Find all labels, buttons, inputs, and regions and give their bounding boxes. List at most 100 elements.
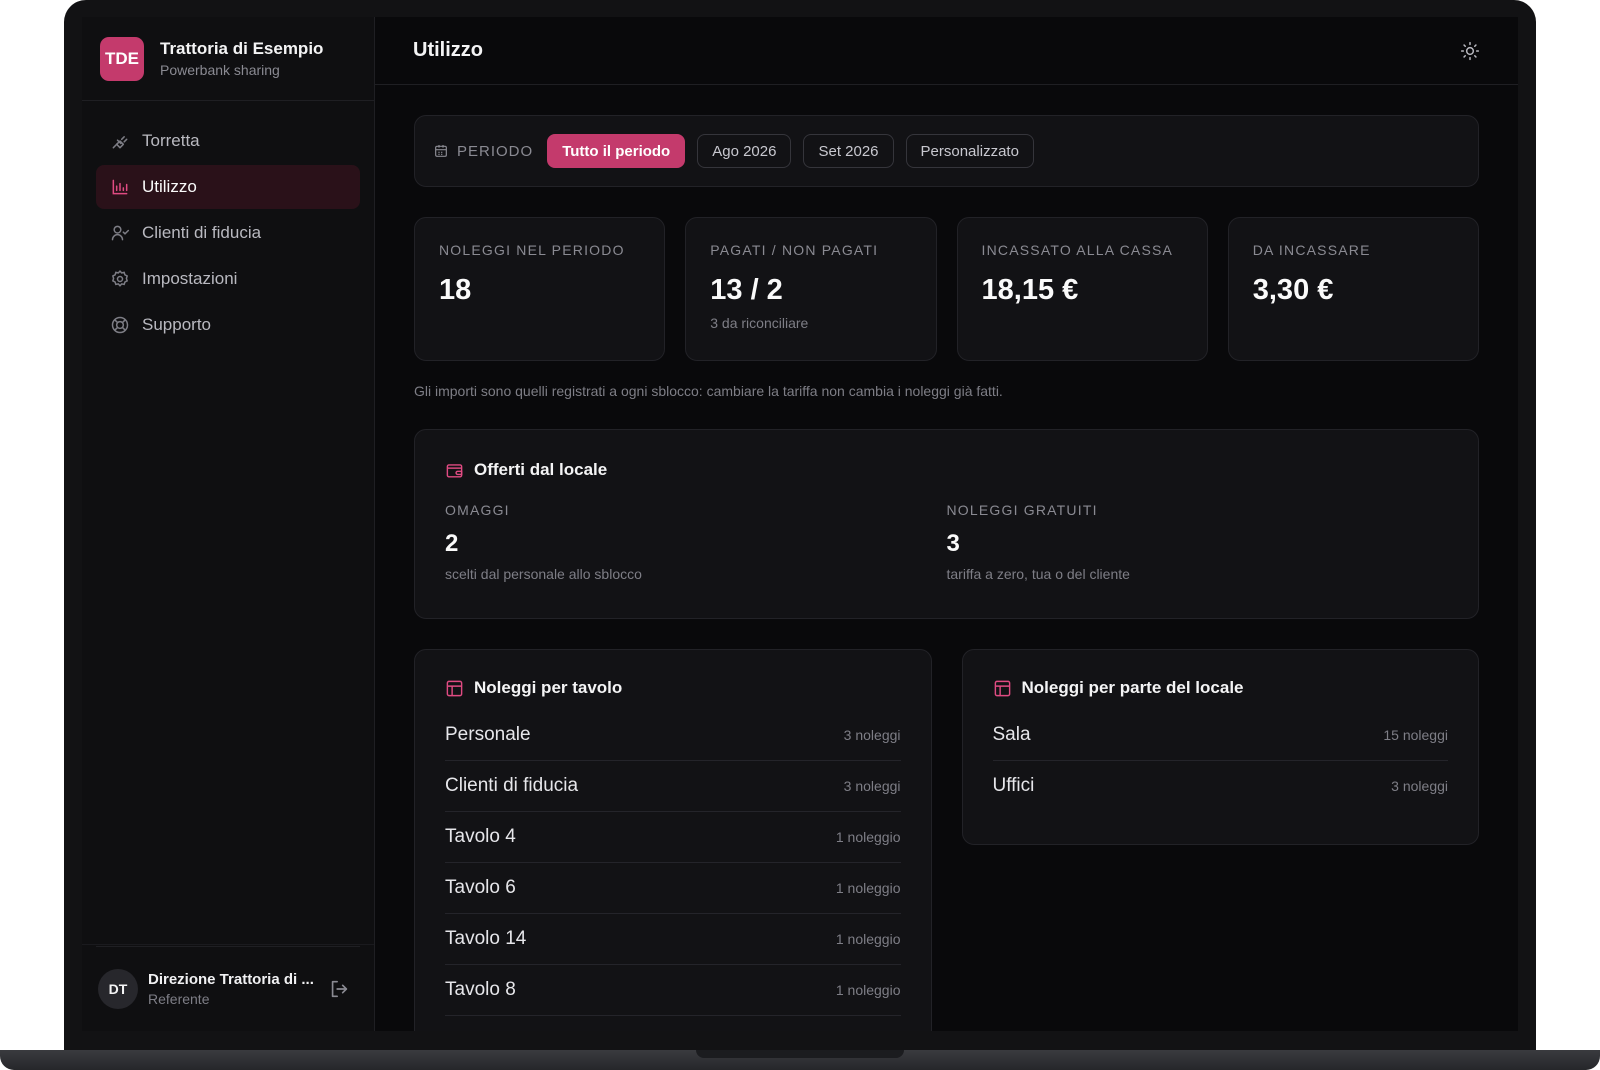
sidebar-item-label: Supporto [142, 315, 211, 334]
list-item: Tavolo 8 1 noleggio [445, 965, 901, 1016]
user-check-icon [111, 225, 130, 241]
page-content: PERIODO Tutto il periodo Ago 2026 Set 20… [375, 85, 1518, 1031]
offer-value: 3 [946, 530, 960, 557]
stat-value: 13 / 2 [710, 274, 783, 306]
row-name: Clienti di fiducia [445, 775, 579, 796]
stat-label: PAGATI / NON PAGATI [710, 242, 879, 258]
period-chip-all[interactable]: Tutto il periodo [547, 134, 686, 168]
stat-card-to-collect: DA INCASSARE 3,30 € [1227, 217, 1479, 361]
period-filter: PERIODO Tutto il periodo Ago 2026 Set 20… [414, 115, 1479, 187]
offers-grid: OMAGGI 2 scelti dal personale allo sbloc… [445, 502, 1448, 582]
rentals-by-area-card: Noleggi per parte del locale Sala 15 nole… [961, 649, 1479, 845]
stat-label: INCASSATO ALLA CASSA [981, 242, 1174, 258]
main-content: Utilizzo PERIODO Tutto il periodo Ago 20… [375, 17, 1518, 1031]
offer-subtext: tariffa a zero, tua o del cliente [946, 566, 1130, 582]
stats-row: NOLEGGI NEL PERIODO 18 PAGATI / NON PAGA… [414, 217, 1479, 361]
sidebar-item-utilizzo[interactable]: Utilizzo [96, 165, 360, 209]
wallet-icon [446, 463, 463, 478]
sidebar: TDE Trattoria di Esempio Powerbank shari… [82, 17, 375, 1031]
offer-value: 2 [445, 530, 459, 557]
sidebar-item-impostazioni[interactable]: Impostazioni [96, 257, 360, 301]
amounts-note: Gli importi sono quelli registrati a ogn… [414, 383, 1003, 399]
period-chip-aug-2026[interactable]: Ago 2026 [697, 134, 792, 168]
table-icon [446, 680, 463, 696]
page-title: Utilizzo [413, 39, 483, 61]
stat-card-cashed: INCASSATO ALLA CASSA 18,15 € [956, 217, 1208, 361]
stat-label: NOLEGGI NEL PERIODO [439, 242, 625, 258]
table-icon [994, 680, 1010, 696]
stat-value: 18 [439, 274, 472, 306]
list-item: Tavolo 4 1 noleggio [445, 812, 901, 863]
sidebar-item-clienti[interactable]: Clienti di fiducia [96, 211, 360, 255]
stat-value: 3,30 € [1252, 274, 1334, 306]
sidebar-nav: Torretta Utilizzo Clienti di fiducia Imp… [82, 101, 374, 347]
row-count: 15 noleggi [1383, 727, 1448, 743]
rentals-by-table-header: Noleggi per tavolo [445, 678, 901, 698]
app-screen: TDE Trattoria di Esempio Powerbank shari… [82, 17, 1518, 1031]
period-chip-sep-2026[interactable]: Set 2026 [803, 134, 894, 168]
period-label: PERIODO [433, 143, 533, 160]
stat-card-rentals: NOLEGGI NEL PERIODO 18 [414, 217, 666, 361]
period-label-text: PERIODO [457, 142, 534, 160]
breakdown-row: Noleggi per tavolo Personale 3 noleggi Cl… [414, 649, 1479, 1031]
stat-label: DA INCASSARE [1252, 242, 1371, 258]
rentals-by-area-title: Noleggi per parte del locale [1021, 678, 1244, 697]
row-name: Tavolo 6 [445, 877, 516, 898]
brand-header: TDE Trattoria di Esempio Powerbank shari… [82, 17, 374, 101]
list-item: Tavolo 6 1 noleggio [445, 863, 901, 914]
brand-logo: TDE [100, 36, 144, 81]
rentals-by-table-card: Noleggi per tavolo Personale 3 noleggi Cl… [414, 649, 932, 1031]
period-chip-custom[interactable]: Personalizzato [905, 134, 1034, 168]
row-count: 3 noleggi [843, 727, 901, 743]
list-item: Clienti di fiducia 3 noleggi [445, 761, 901, 812]
offer-gratuiti: NOLEGGI GRATUITI 3 tariffa a zero, tua o… [947, 502, 1449, 582]
rentals-by-area-header: Noleggi per parte del locale [993, 678, 1449, 698]
row-count: 1 noleggio [835, 982, 901, 998]
offers-card: Offerti dal locale OMAGGI 2 scelti dal p… [414, 429, 1479, 619]
sidebar-item-label: Impostazioni [142, 269, 238, 288]
theme-toggle-sun-icon[interactable] [1460, 41, 1480, 61]
row-name: Uffici [992, 775, 1035, 796]
row-name: Tavolo 4 [445, 826, 516, 847]
bar-chart-icon [112, 179, 128, 195]
sidebar-item-supporto[interactable]: Supporto [96, 303, 360, 347]
plug-icon [112, 136, 128, 149]
sidebar-item-torretta[interactable]: Torretta [96, 119, 360, 163]
lifebuoy-icon [111, 316, 129, 334]
rentals-by-area-list: Sala 15 noleggi Uffici 3 noleggi [992, 710, 1449, 811]
offer-label: NOLEGGI GRATUITI [946, 502, 1098, 518]
brand-name: Trattoria di Esempio [160, 39, 324, 58]
offer-subtext: scelti dal personale allo sblocco [445, 566, 642, 582]
offers-title: Offerti dal locale [474, 460, 608, 479]
brand-subtitle: Powerbank sharing [160, 62, 280, 78]
laptop-base [0, 1050, 1600, 1070]
laptop-notch [696, 1050, 904, 1058]
list-item: Tavolo 14 1 noleggio [445, 914, 901, 965]
row-count: 1 noleggio [835, 880, 901, 896]
sidebar-divider [82, 944, 374, 945]
sidebar-item-label: Utilizzo [142, 177, 197, 196]
sidebar-item-label: Clienti di fiducia [142, 223, 262, 242]
rentals-by-table-title: Noleggi per tavolo [474, 678, 623, 697]
rentals-by-table-list: Personale 3 noleggi Clienti di fiducia 3 n… [445, 710, 901, 1016]
calendar-icon [435, 145, 447, 157]
row-name: Personale [445, 724, 531, 745]
user-name: Direzione Trattoria di ... [148, 971, 314, 988]
user-role: Referente [148, 991, 210, 1007]
sidebar-item-label: Torretta [142, 131, 200, 150]
row-count: 3 noleggi [843, 778, 901, 794]
avatar: DT [98, 969, 138, 1009]
gear-icon [111, 269, 129, 287]
list-item: Personale 3 noleggi [445, 710, 901, 761]
list-item: Uffici 3 noleggi [993, 761, 1449, 811]
list-item: Sala 15 noleggi [992, 710, 1448, 761]
logout-icon[interactable] [328, 978, 350, 1000]
row-name: Sala [992, 724, 1031, 745]
offer-label: OMAGGI [445, 502, 510, 518]
row-count: 1 noleggio [835, 931, 901, 947]
row-count: 1 noleggio [835, 829, 901, 845]
row-name: Tavolo 8 [445, 979, 516, 1000]
user-profile: DT Direzione Trattoria di ... Referente [96, 946, 360, 1031]
row-name: Tavolo 14 [445, 928, 527, 949]
offer-omaggi: OMAGGI 2 scelti dal personale allo sbloc… [445, 502, 947, 582]
